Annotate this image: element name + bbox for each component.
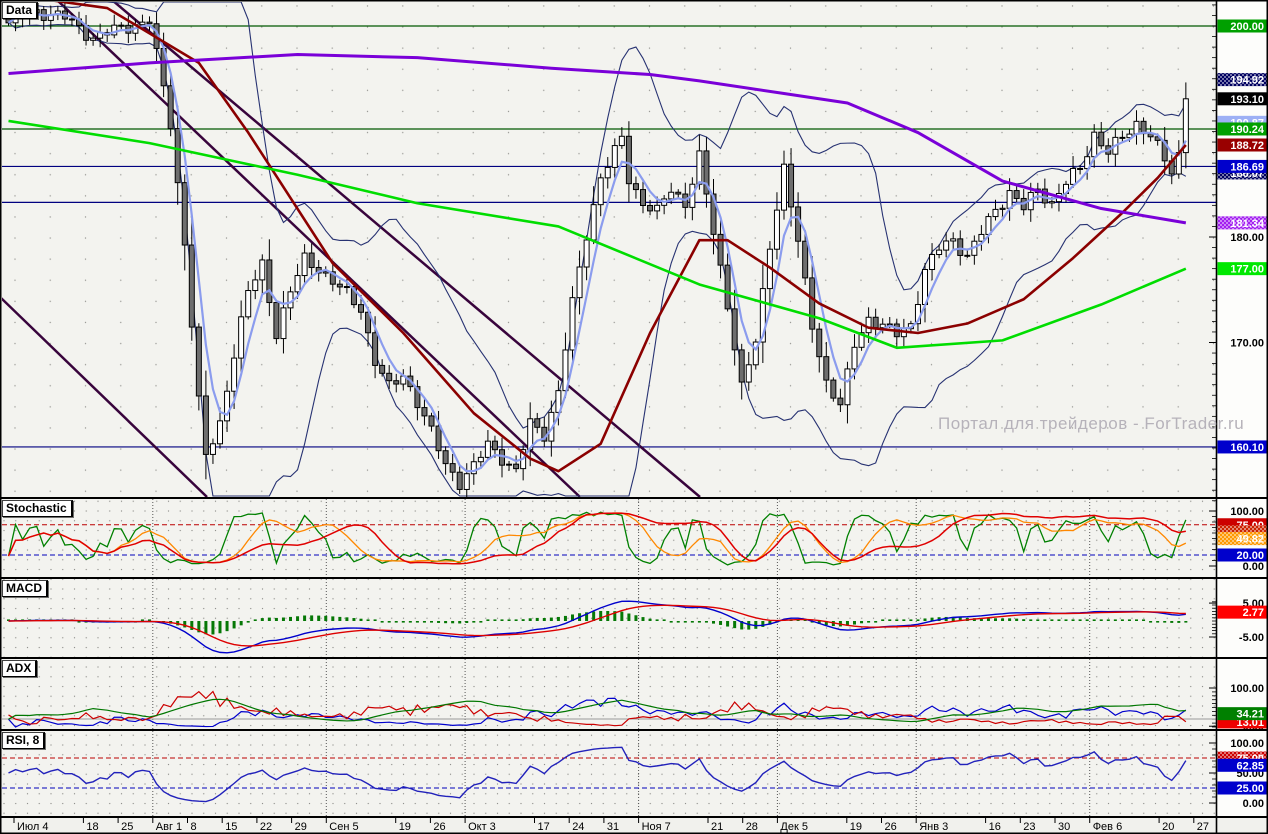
adx-panel-label: ADX — [2, 660, 38, 677]
svg-text:Сен 5: Сен 5 — [329, 821, 358, 833]
svg-text:17: 17 — [538, 821, 550, 833]
stochastic-panel — [2, 511, 1216, 566]
svg-text:190.24: 190.24 — [1230, 124, 1265, 136]
trendline — [57, 2, 581, 497]
svg-text:100.00: 100.00 — [1230, 738, 1264, 750]
svg-text:18: 18 — [86, 821, 98, 833]
svg-text:194.92: 194.92 — [1230, 75, 1264, 87]
svg-text:30: 30 — [1058, 821, 1070, 833]
svg-text:160.10: 160.10 — [1230, 442, 1264, 454]
svg-text:Авг 1: Авг 1 — [156, 821, 182, 833]
svg-text:26: 26 — [433, 821, 445, 833]
svg-text:Дек 5: Дек 5 — [780, 821, 808, 833]
svg-text:180.00: 180.00 — [1230, 232, 1264, 244]
svg-text:100.00: 100.00 — [1230, 683, 1264, 695]
moving-average-line — [54, 2, 1187, 473]
svg-text:19: 19 — [399, 821, 411, 833]
svg-text:20.00: 20.00 — [1236, 550, 1264, 562]
svg-text:Фев 6: Фев 6 — [1093, 821, 1123, 833]
svg-text:49.82: 49.82 — [1236, 534, 1264, 546]
macd-panel — [7, 600, 1188, 654]
svg-text:Ноя 7: Ноя 7 — [642, 821, 671, 833]
svg-text:23: 23 — [1023, 821, 1035, 833]
price-axis: 180.00170.00200.00194.92193.10190.87190.… — [1209, 4, 1268, 810]
svg-text:20: 20 — [1162, 821, 1174, 833]
svg-text:200.00: 200.00 — [1230, 21, 1264, 33]
svg-text:16: 16 — [989, 821, 1001, 833]
svg-text:25: 25 — [121, 821, 133, 833]
svg-text:0.00: 0.00 — [1243, 798, 1264, 810]
trendline — [112, 2, 701, 497]
main-panel-label: Data — [2, 2, 39, 19]
stochastic-panel-label: Stochastic — [2, 500, 73, 517]
moving-average-line — [8, 52, 1187, 225]
svg-text:-5.00: -5.00 — [1239, 632, 1264, 644]
svg-text:34.21: 34.21 — [1236, 709, 1264, 721]
svg-text:28: 28 — [746, 821, 758, 833]
moving-average-line — [8, 119, 1187, 350]
svg-text:177.00: 177.00 — [1230, 264, 1264, 276]
rsi-panel — [2, 746, 1216, 803]
svg-text:21: 21 — [711, 821, 723, 833]
svg-text:26: 26 — [885, 821, 897, 833]
svg-text:Июл 4: Июл 4 — [17, 821, 49, 833]
svg-text:29: 29 — [295, 821, 307, 833]
svg-text:100.00: 100.00 — [1230, 506, 1264, 518]
trendline — [2, 297, 208, 497]
svg-text:170.00: 170.00 — [1230, 338, 1264, 350]
svg-text:0.00: 0.00 — [1243, 561, 1264, 573]
svg-text:31: 31 — [607, 821, 619, 833]
rsi-panel-label: RSI, 8 — [2, 732, 46, 749]
svg-text:24: 24 — [572, 821, 584, 833]
adx-panel — [2, 690, 1216, 728]
svg-text:25.00: 25.00 — [1236, 783, 1264, 795]
time-axis: Июл 4 18 25 Авг 1 8 15 22 29 Сен 5 19 26 Окт 3 17 24 3… — [13, 818, 1209, 833]
svg-text:186.69: 186.69 — [1230, 161, 1264, 173]
svg-text:27: 27 — [1197, 821, 1209, 833]
svg-text:Окт 3: Окт 3 — [468, 821, 496, 833]
svg-text:Янв 3: Янв 3 — [919, 821, 948, 833]
macd-panel-label: MACD — [2, 580, 48, 597]
svg-text:188.72: 188.72 — [1230, 140, 1264, 152]
svg-text:62.85: 62.85 — [1236, 760, 1264, 772]
svg-text:19: 19 — [850, 821, 862, 833]
watermark: Портал для трейдеров - ForTrader.ru — [938, 414, 1245, 433]
svg-text:193.10: 193.10 — [1230, 94, 1264, 106]
svg-text:8: 8 — [191, 821, 197, 833]
svg-text:2.77: 2.77 — [1243, 607, 1264, 619]
svg-text:181.34: 181.34 — [1230, 218, 1265, 230]
svg-text:22: 22 — [260, 821, 272, 833]
svg-text:15: 15 — [225, 821, 237, 833]
main-price-panel — [2, 2, 1216, 497]
